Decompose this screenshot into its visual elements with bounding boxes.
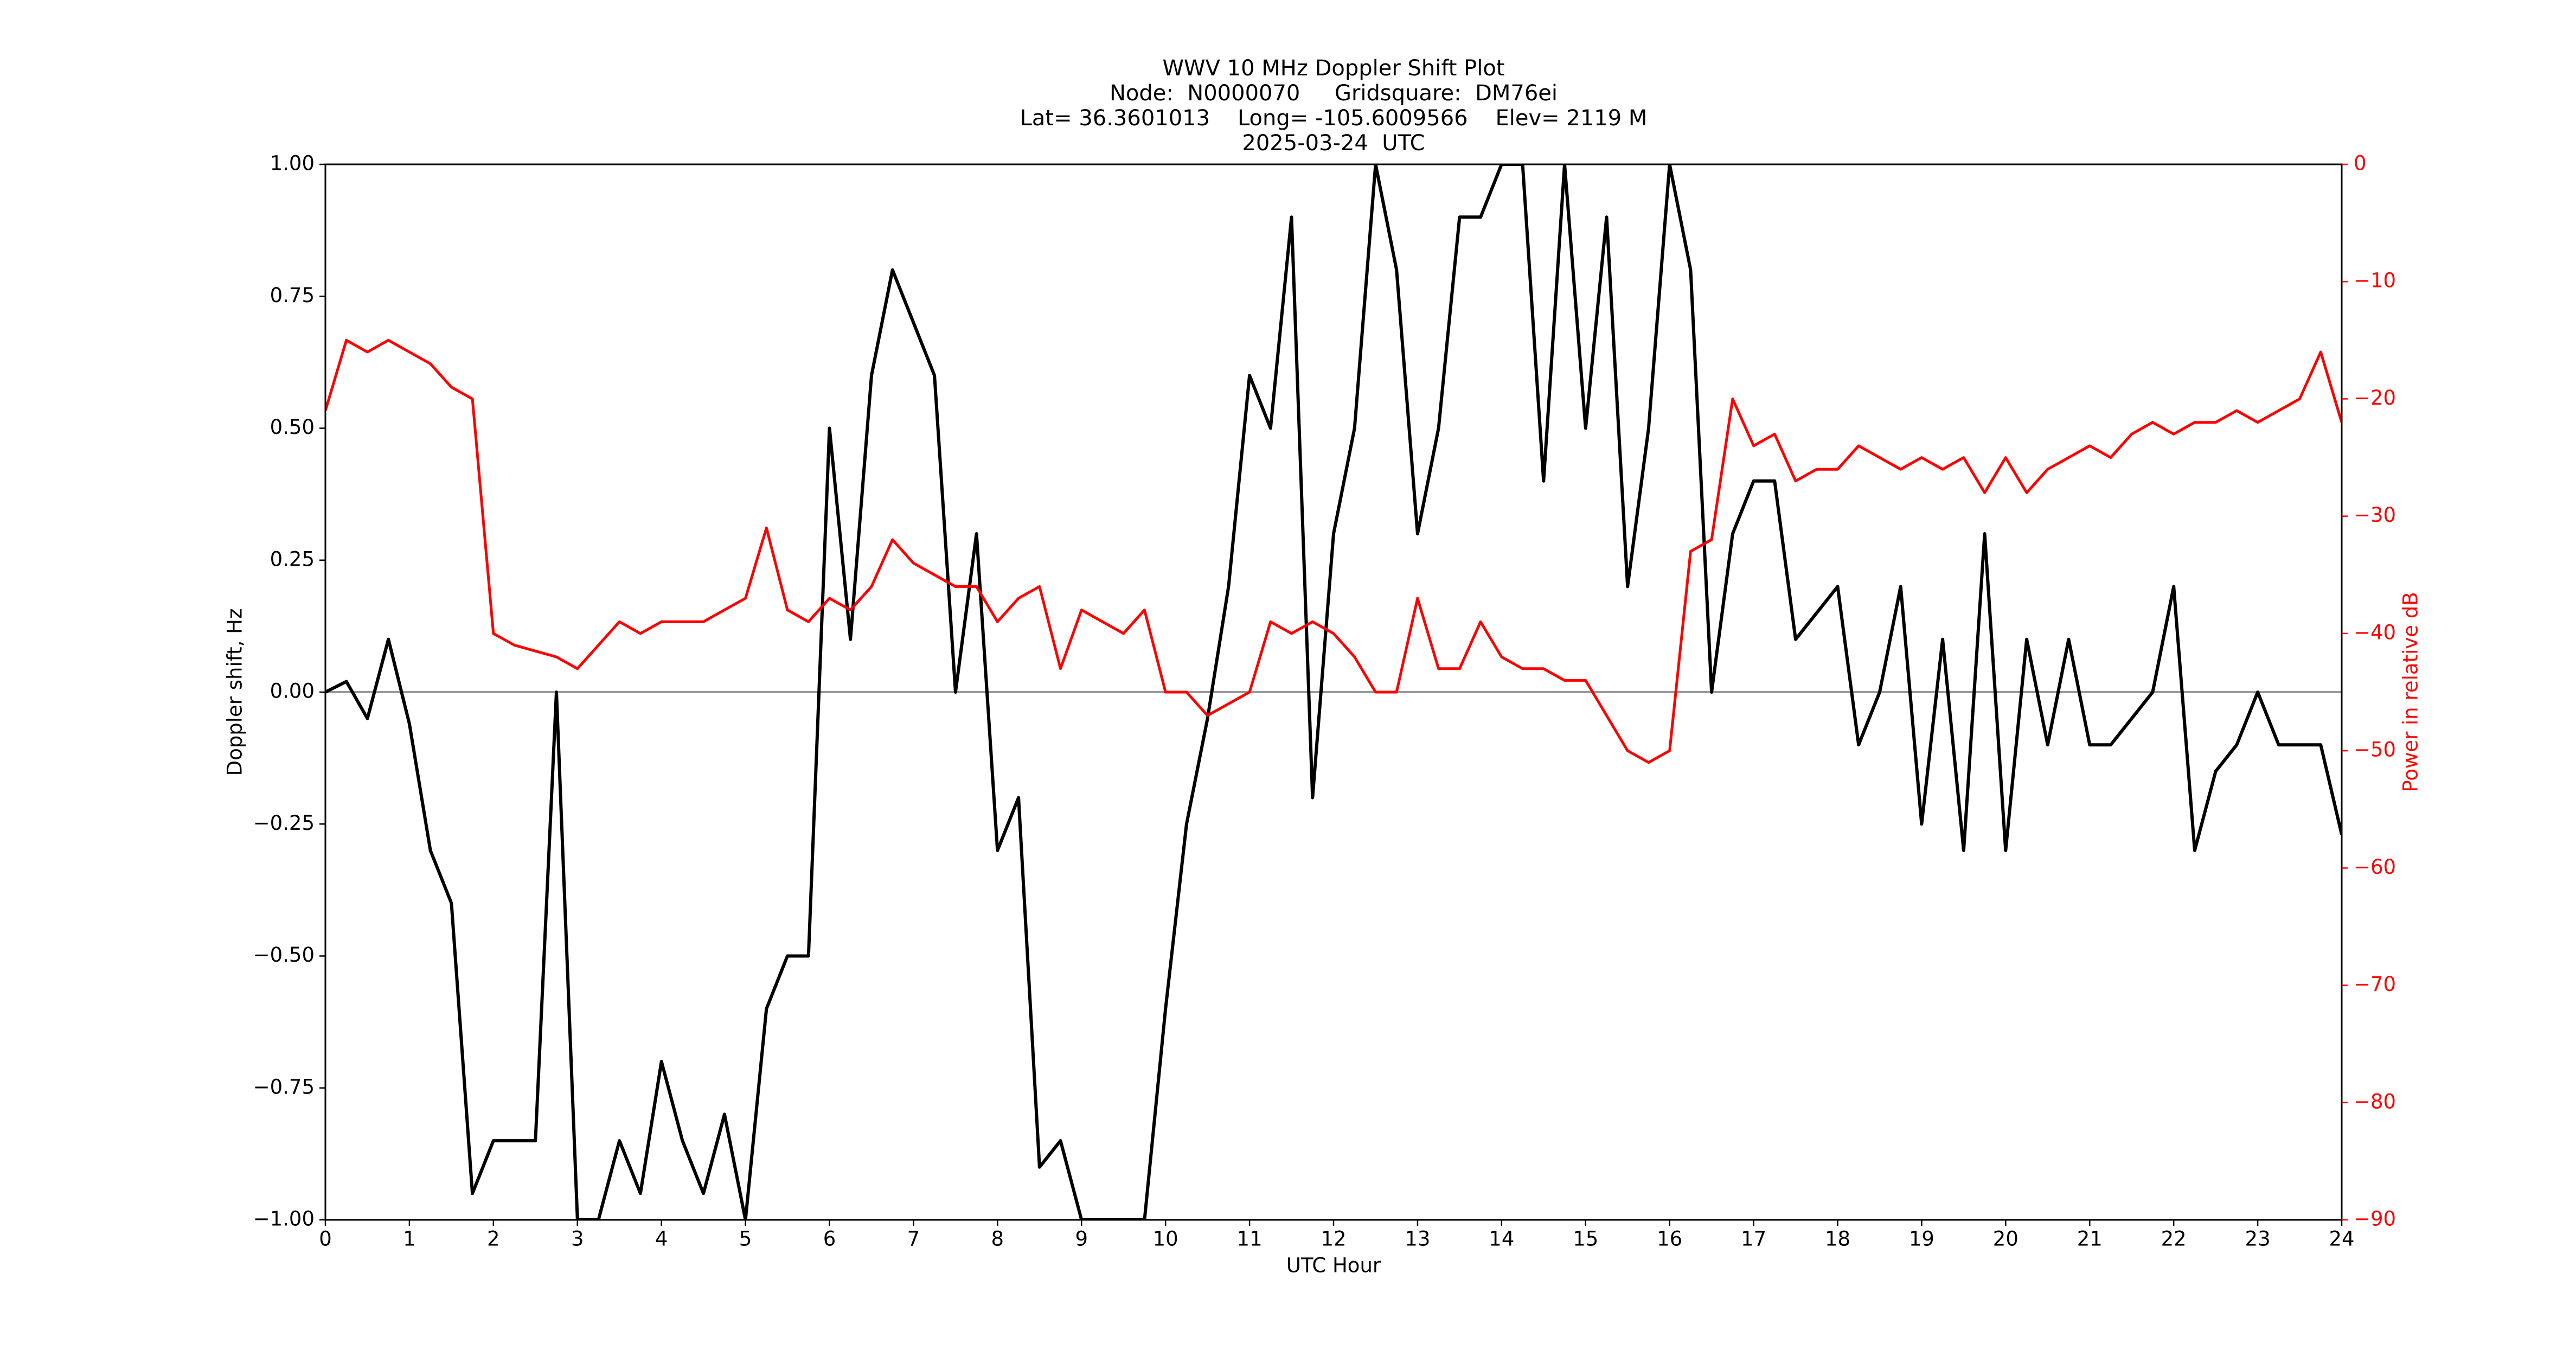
x-tick-label: 0 [319, 1227, 332, 1251]
x-tick-label: 14 [1489, 1227, 1514, 1251]
subtitle: Node: N0000070 Gridsquare: DM76ei [1110, 81, 1558, 106]
x-tick-label: 2 [487, 1227, 500, 1251]
y-tick-label: −0.50 [253, 943, 315, 967]
chart-title: WWV 10 MHz Doppler Shift Plot [1162, 56, 1504, 81]
y-tick-label: −0.25 [253, 811, 315, 835]
y2-tick-label: −20 [2354, 386, 2396, 410]
y2-tick-label: −70 [2354, 973, 2396, 996]
subtitle: Lat= 36.3601013 Long= -105.6009566 Elev=… [1020, 106, 1648, 131]
x-tick-label: 17 [1741, 1227, 1766, 1251]
x-tick-label: 3 [571, 1227, 584, 1251]
y2-tick-label: −90 [2354, 1207, 2396, 1231]
x-tick-label: 22 [2161, 1227, 2187, 1251]
x-tick-label: 7 [907, 1227, 920, 1251]
x-tick-label: 1 [403, 1227, 416, 1251]
doppler-line [325, 164, 2342, 1220]
y2-tick-label: −40 [2354, 621, 2396, 644]
x-tick-label: 10 [1153, 1227, 1178, 1251]
x-tick-label: 21 [2077, 1227, 2103, 1251]
x-tick-label: 9 [1075, 1227, 1088, 1251]
y-tick-label: 0.50 [270, 415, 315, 439]
x-tick-label: 4 [655, 1227, 668, 1251]
y2-tick-label: −60 [2354, 855, 2396, 879]
x-tick-label: 19 [1909, 1227, 1934, 1251]
subtitle: 2025-03-24 UTC [1242, 131, 1425, 156]
x-tick-label: 24 [2329, 1227, 2354, 1251]
x-tick-label: 11 [1237, 1227, 1263, 1251]
y2-axis-label: Power in relative dB [2399, 592, 2423, 792]
x-tick-label: 18 [1825, 1227, 1850, 1251]
y-tick-label: 1.00 [270, 152, 315, 175]
x-tick-label: 12 [1321, 1227, 1346, 1251]
y-tick-label: −0.75 [253, 1075, 315, 1098]
x-tick-label: 20 [1993, 1227, 2018, 1251]
y-axis-label: Doppler shift, Hz [223, 609, 247, 776]
y2-tick-label: 0 [2354, 152, 2367, 175]
x-tick-label: 5 [739, 1227, 752, 1251]
y-tick-label: 0.75 [270, 284, 315, 307]
x-tick-label: 16 [1657, 1227, 1682, 1251]
y2-tick-label: −30 [2354, 503, 2396, 527]
x-tick-label: 23 [2245, 1227, 2271, 1251]
y-tick-label: −1.00 [253, 1207, 315, 1231]
y2-tick-label: −10 [2354, 269, 2396, 292]
y2-tick-label: −50 [2354, 738, 2396, 762]
x-tick-label: 6 [823, 1227, 836, 1251]
y-tick-label: 0.00 [270, 680, 315, 703]
x-tick-label: 13 [1405, 1227, 1430, 1251]
y2-tick-label: −80 [2354, 1090, 2396, 1113]
plot-area [325, 164, 2342, 1220]
x-axis-label: UTC Hour [1286, 1254, 1381, 1277]
x-tick-label: 15 [1573, 1227, 1598, 1251]
power-line [325, 338, 2342, 764]
y-tick-label: 0.25 [270, 547, 315, 571]
x-tick-label: 8 [991, 1227, 1004, 1251]
